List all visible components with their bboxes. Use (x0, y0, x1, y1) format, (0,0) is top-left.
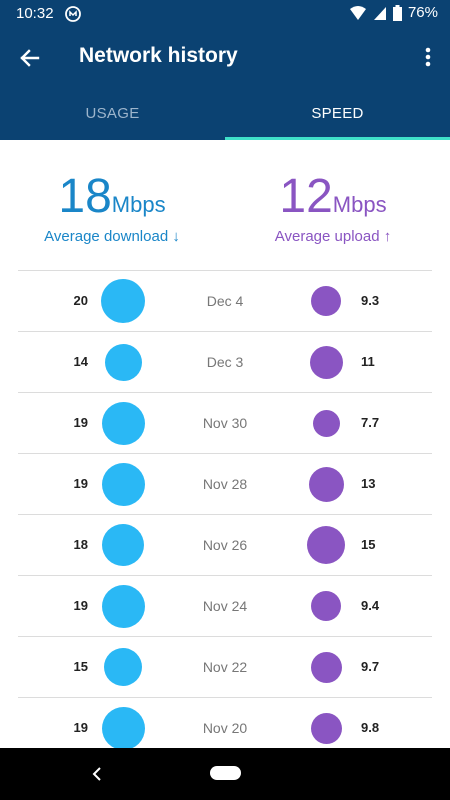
download-speed-dot (104, 648, 142, 686)
nav-back-icon[interactable] (88, 765, 106, 783)
speed-summary: 18Mbps Average download ↓ 12Mbps Average… (0, 140, 450, 270)
history-row: 19 Nov 20 9.8 (18, 697, 432, 758)
average-download-label: Average download ↓ (44, 228, 180, 245)
history-row: 19 Nov 28 13 (18, 453, 432, 514)
upload-speed-dot (309, 345, 343, 379)
download-speed-dot (101, 706, 145, 750)
page-title: Network history (79, 44, 238, 67)
upload-value: 9.7 (361, 659, 380, 674)
history-row: 18 Nov 26 15 (18, 514, 432, 575)
history-date: Nov 22 (202, 659, 248, 675)
tab-usage[interactable]: USAGE (85, 105, 140, 122)
history-date: Nov 28 (202, 476, 248, 492)
signal-icon (373, 6, 386, 20)
average-upload: 12Mbps Average upload ↑ (228, 170, 438, 245)
average-download-value: 18 (58, 170, 112, 223)
upload-value: 11 (361, 354, 375, 369)
upload-speed-dot (312, 409, 340, 437)
upload-value: 9.8 (361, 720, 380, 735)
upload-speed-dot (311, 591, 341, 621)
download-speed-dot (102, 524, 144, 566)
battery-percent: 76% (407, 4, 438, 21)
download-value: 19 (73, 598, 88, 613)
upload-speed-dot (307, 526, 345, 564)
status-right: 76% (349, 4, 438, 21)
upload-value: 15 (361, 537, 376, 552)
average-upload-unit: Mbps (332, 192, 387, 217)
download-value: 18 (73, 537, 88, 552)
upload-value: 9.3 (361, 293, 380, 308)
upload-speed-dot (310, 651, 342, 683)
upload-value: 7.7 (361, 415, 380, 430)
download-speed-dot (101, 584, 145, 628)
history-row: 20 Dec 4 9.3 (18, 270, 432, 331)
history-date: Dec 4 (206, 293, 244, 309)
upload-speed-dot (311, 286, 341, 316)
status-bar: 10:32 76% (0, 0, 450, 28)
average-upload-value: 12 (279, 170, 333, 223)
history-date: Dec 3 (206, 354, 244, 370)
battery-icon (392, 4, 402, 21)
average-download: 18Mbps Average download ↓ (12, 170, 212, 245)
average-download-unit: Mbps (111, 192, 166, 217)
download-value: 19 (73, 720, 88, 735)
download-speed-dot (101, 279, 145, 323)
history-row: 19 Nov 30 7.7 (18, 392, 432, 453)
arrow-back-icon[interactable] (16, 44, 44, 72)
history-row: 15 Nov 22 9.7 (18, 636, 432, 697)
speed-history-list: 20 Dec 4 9.3 14 Dec 3 11 19 Nov 30 7.7 19 Nov 28 13… (18, 270, 432, 758)
download-value: 15 (73, 659, 88, 674)
app-bar: Network history (0, 28, 450, 88)
history-date: Nov 20 (202, 720, 248, 736)
more-vert-icon[interactable] (414, 44, 438, 72)
download-value: 19 (73, 415, 88, 430)
history-date: Nov 24 (202, 598, 248, 614)
upload-speed-dot (308, 466, 344, 502)
tab-bar: USAGE SPEED (0, 88, 450, 140)
tab-speed[interactable]: SPEED (311, 105, 364, 122)
download-value: 14 (73, 354, 88, 369)
tab-indicator (225, 137, 450, 140)
history-row: 14 Dec 3 11 (18, 331, 432, 392)
notification-icon (65, 6, 81, 22)
system-nav-bar (0, 748, 450, 800)
download-speed-dot (104, 343, 142, 381)
upload-speed-dot (310, 712, 342, 744)
history-date: Nov 26 (202, 537, 248, 553)
history-date: Nov 30 (202, 415, 248, 431)
download-value: 20 (73, 293, 88, 308)
average-upload-label: Average upload ↑ (274, 228, 392, 245)
download-value: 19 (73, 476, 88, 491)
status-time: 10:32 (16, 5, 54, 22)
download-speed-dot (101, 401, 145, 445)
wifi-icon (349, 5, 366, 20)
upload-value: 9.4 (361, 598, 380, 613)
download-speed-dot (101, 462, 145, 506)
upload-value: 13 (361, 476, 376, 491)
history-row: 19 Nov 24 9.4 (18, 575, 432, 636)
nav-home-button[interactable] (210, 766, 241, 780)
